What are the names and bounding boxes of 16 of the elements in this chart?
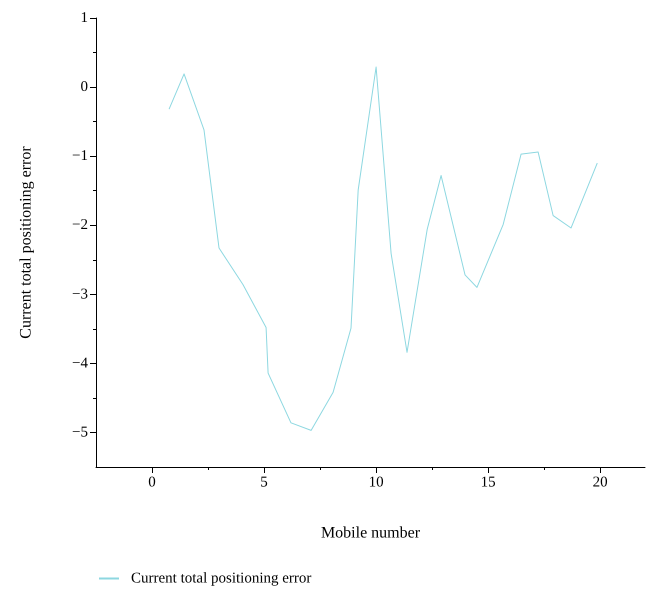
x-tick-label: 5: [260, 474, 268, 490]
legend-label: Current total positioning error: [131, 570, 312, 586]
x-tick-label: 10: [368, 474, 384, 490]
x-tick-label: 15: [480, 474, 496, 490]
line-series: [168, 66, 598, 431]
y-tick-label: 1: [80, 10, 88, 26]
x-tick-label: 20: [592, 474, 608, 490]
y-tick-label: −5: [72, 424, 88, 440]
y-tick-label: 0: [80, 79, 88, 96]
y-axis-title: Current total positioning error: [18, 146, 34, 339]
y-tick-label: −4: [72, 355, 88, 372]
x-tick-label: 0: [148, 474, 156, 490]
y-tick-label: −2: [72, 217, 88, 234]
y-tick-label: −1: [72, 148, 88, 164]
x-axis-title: Mobile number: [320, 524, 421, 542]
y-tick-label: −3: [72, 286, 88, 302]
